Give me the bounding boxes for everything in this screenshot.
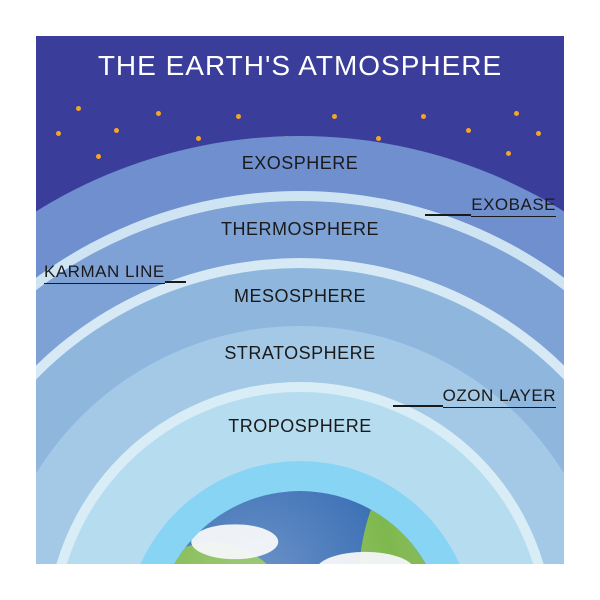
star bbox=[236, 114, 241, 119]
star bbox=[76, 106, 81, 111]
exobase-side-label: EXOBASE bbox=[471, 195, 556, 217]
exosphere-label: EXOSPHERE bbox=[242, 153, 359, 174]
karman-line-side-label: KARMAN LINE bbox=[44, 262, 165, 284]
page-title: THE EARTH'S ATMOSPHERE bbox=[36, 50, 564, 82]
star bbox=[196, 136, 201, 141]
thermosphere-label: THERMOSPHERE bbox=[221, 219, 379, 240]
ozon-layer-side-label-text: OZON LAYER bbox=[443, 386, 556, 408]
star bbox=[376, 136, 381, 141]
star bbox=[96, 154, 101, 159]
karman-line-side-label-text: KARMAN LINE bbox=[44, 262, 165, 284]
ozon-layer-side-label: OZON LAYER bbox=[443, 386, 556, 408]
exobase-tick bbox=[425, 214, 471, 216]
stratosphere-label: STRATOSPHERE bbox=[224, 343, 375, 364]
star bbox=[536, 131, 541, 136]
exobase-side-label-text: EXOBASE bbox=[471, 195, 556, 217]
star bbox=[506, 151, 511, 156]
star bbox=[56, 131, 61, 136]
karman-line-tick bbox=[165, 281, 186, 283]
star bbox=[466, 128, 471, 133]
star bbox=[421, 114, 426, 119]
troposphere-label: TROPOSPHERE bbox=[228, 416, 372, 437]
star bbox=[114, 128, 119, 133]
mesosphere-label: MESOSPHERE bbox=[234, 286, 366, 307]
star bbox=[156, 111, 161, 116]
star bbox=[514, 111, 519, 116]
ozon-layer-tick bbox=[393, 405, 443, 407]
atmosphere-diagram: THE EARTH'S ATMOSPHERE EXOSPHERE THERMOSP… bbox=[36, 36, 564, 564]
star bbox=[332, 114, 337, 119]
